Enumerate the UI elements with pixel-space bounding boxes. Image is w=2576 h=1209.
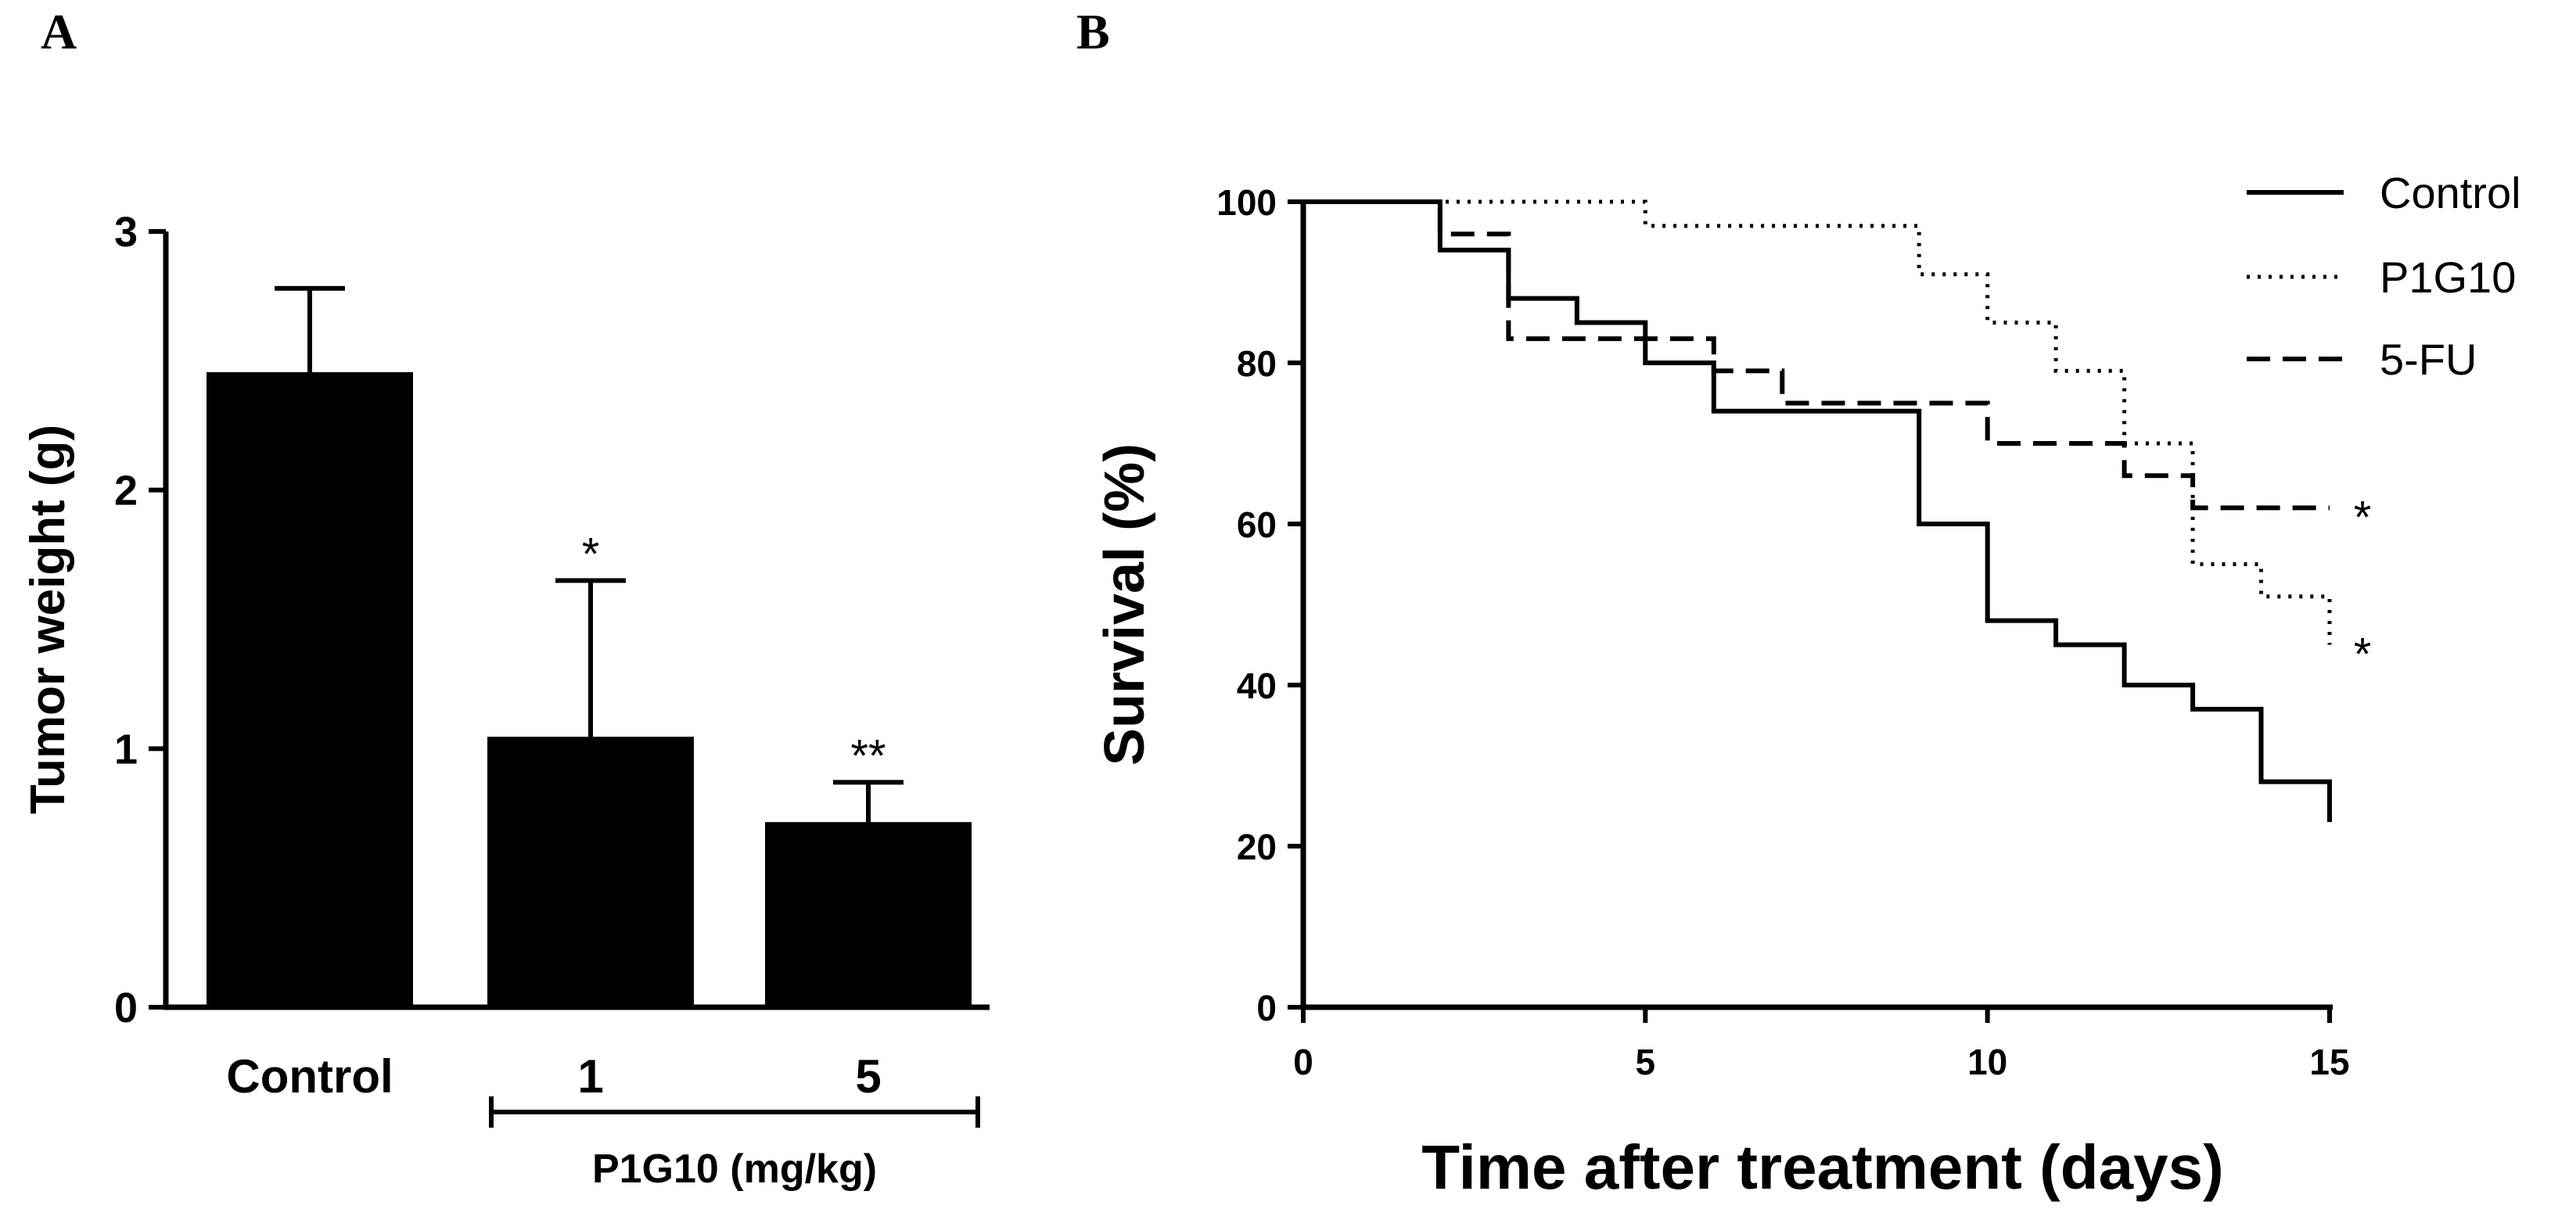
survival-chart: 0 20 40 60 80 100 0 5 10 15 * * Survival (%) Time…	[1094, 168, 2521, 1202]
bar	[207, 371, 413, 1010]
survival-curve-control	[1303, 199, 2332, 823]
bar-y-tick-label: 2	[114, 468, 138, 515]
panel-a-letter: A	[41, 4, 77, 59]
survival-curve-p1g10	[1303, 199, 2332, 645]
significance-marker: *	[2354, 630, 2372, 680]
survival-y-tick-label: 40	[1237, 665, 1277, 706]
bar-y-tick-label: 3	[114, 209, 138, 256]
panel-b-letter: B	[1076, 4, 1110, 59]
survival-y-tick-label: 60	[1237, 504, 1277, 545]
survival-y-tick-label: 80	[1237, 343, 1277, 384]
significance-marker: *	[2354, 492, 2372, 543]
bar-y-tick-label: 0	[114, 985, 138, 1031]
bar-y-tick-label: 1	[114, 726, 138, 773]
survival-x-tick-label: 15	[2309, 1042, 2349, 1082]
survival-x-tick-label: 0	[1293, 1042, 1313, 1082]
survival-x-axis-label: Time after treatment (days)	[1421, 1132, 2224, 1202]
legend-label: P1G10	[2380, 253, 2516, 302]
group-label: P1G10 (mg/kg)	[592, 1146, 877, 1192]
survival-y-tick-label: 100	[1216, 182, 1277, 223]
survival-x-tick-label: 5	[1636, 1042, 1656, 1082]
survival-y-axis-label: Survival (%)	[1094, 443, 1156, 766]
survival-y-tick-label: 20	[1237, 827, 1277, 867]
legend-label: 5-FU	[2380, 335, 2477, 384]
legend-label: Control	[2380, 168, 2521, 217]
bar-category-label: Control	[226, 1050, 393, 1103]
significance-marker: **	[850, 730, 886, 781]
bar	[765, 822, 972, 1010]
survival-y-tick-label: 0	[1256, 988, 1277, 1028]
bar-category-label: 5	[855, 1050, 881, 1103]
bar	[487, 737, 694, 1010]
bar-y-axis-label: Tumor weight (g)	[21, 425, 75, 814]
significance-marker: *	[582, 529, 600, 579]
bar-category-label: 1	[577, 1050, 603, 1103]
survival-x-tick-label: 10	[1967, 1042, 2007, 1082]
survival-curve-5-fu	[1303, 199, 2330, 511]
legend: Control P1G10 5-FU	[2247, 168, 2521, 384]
